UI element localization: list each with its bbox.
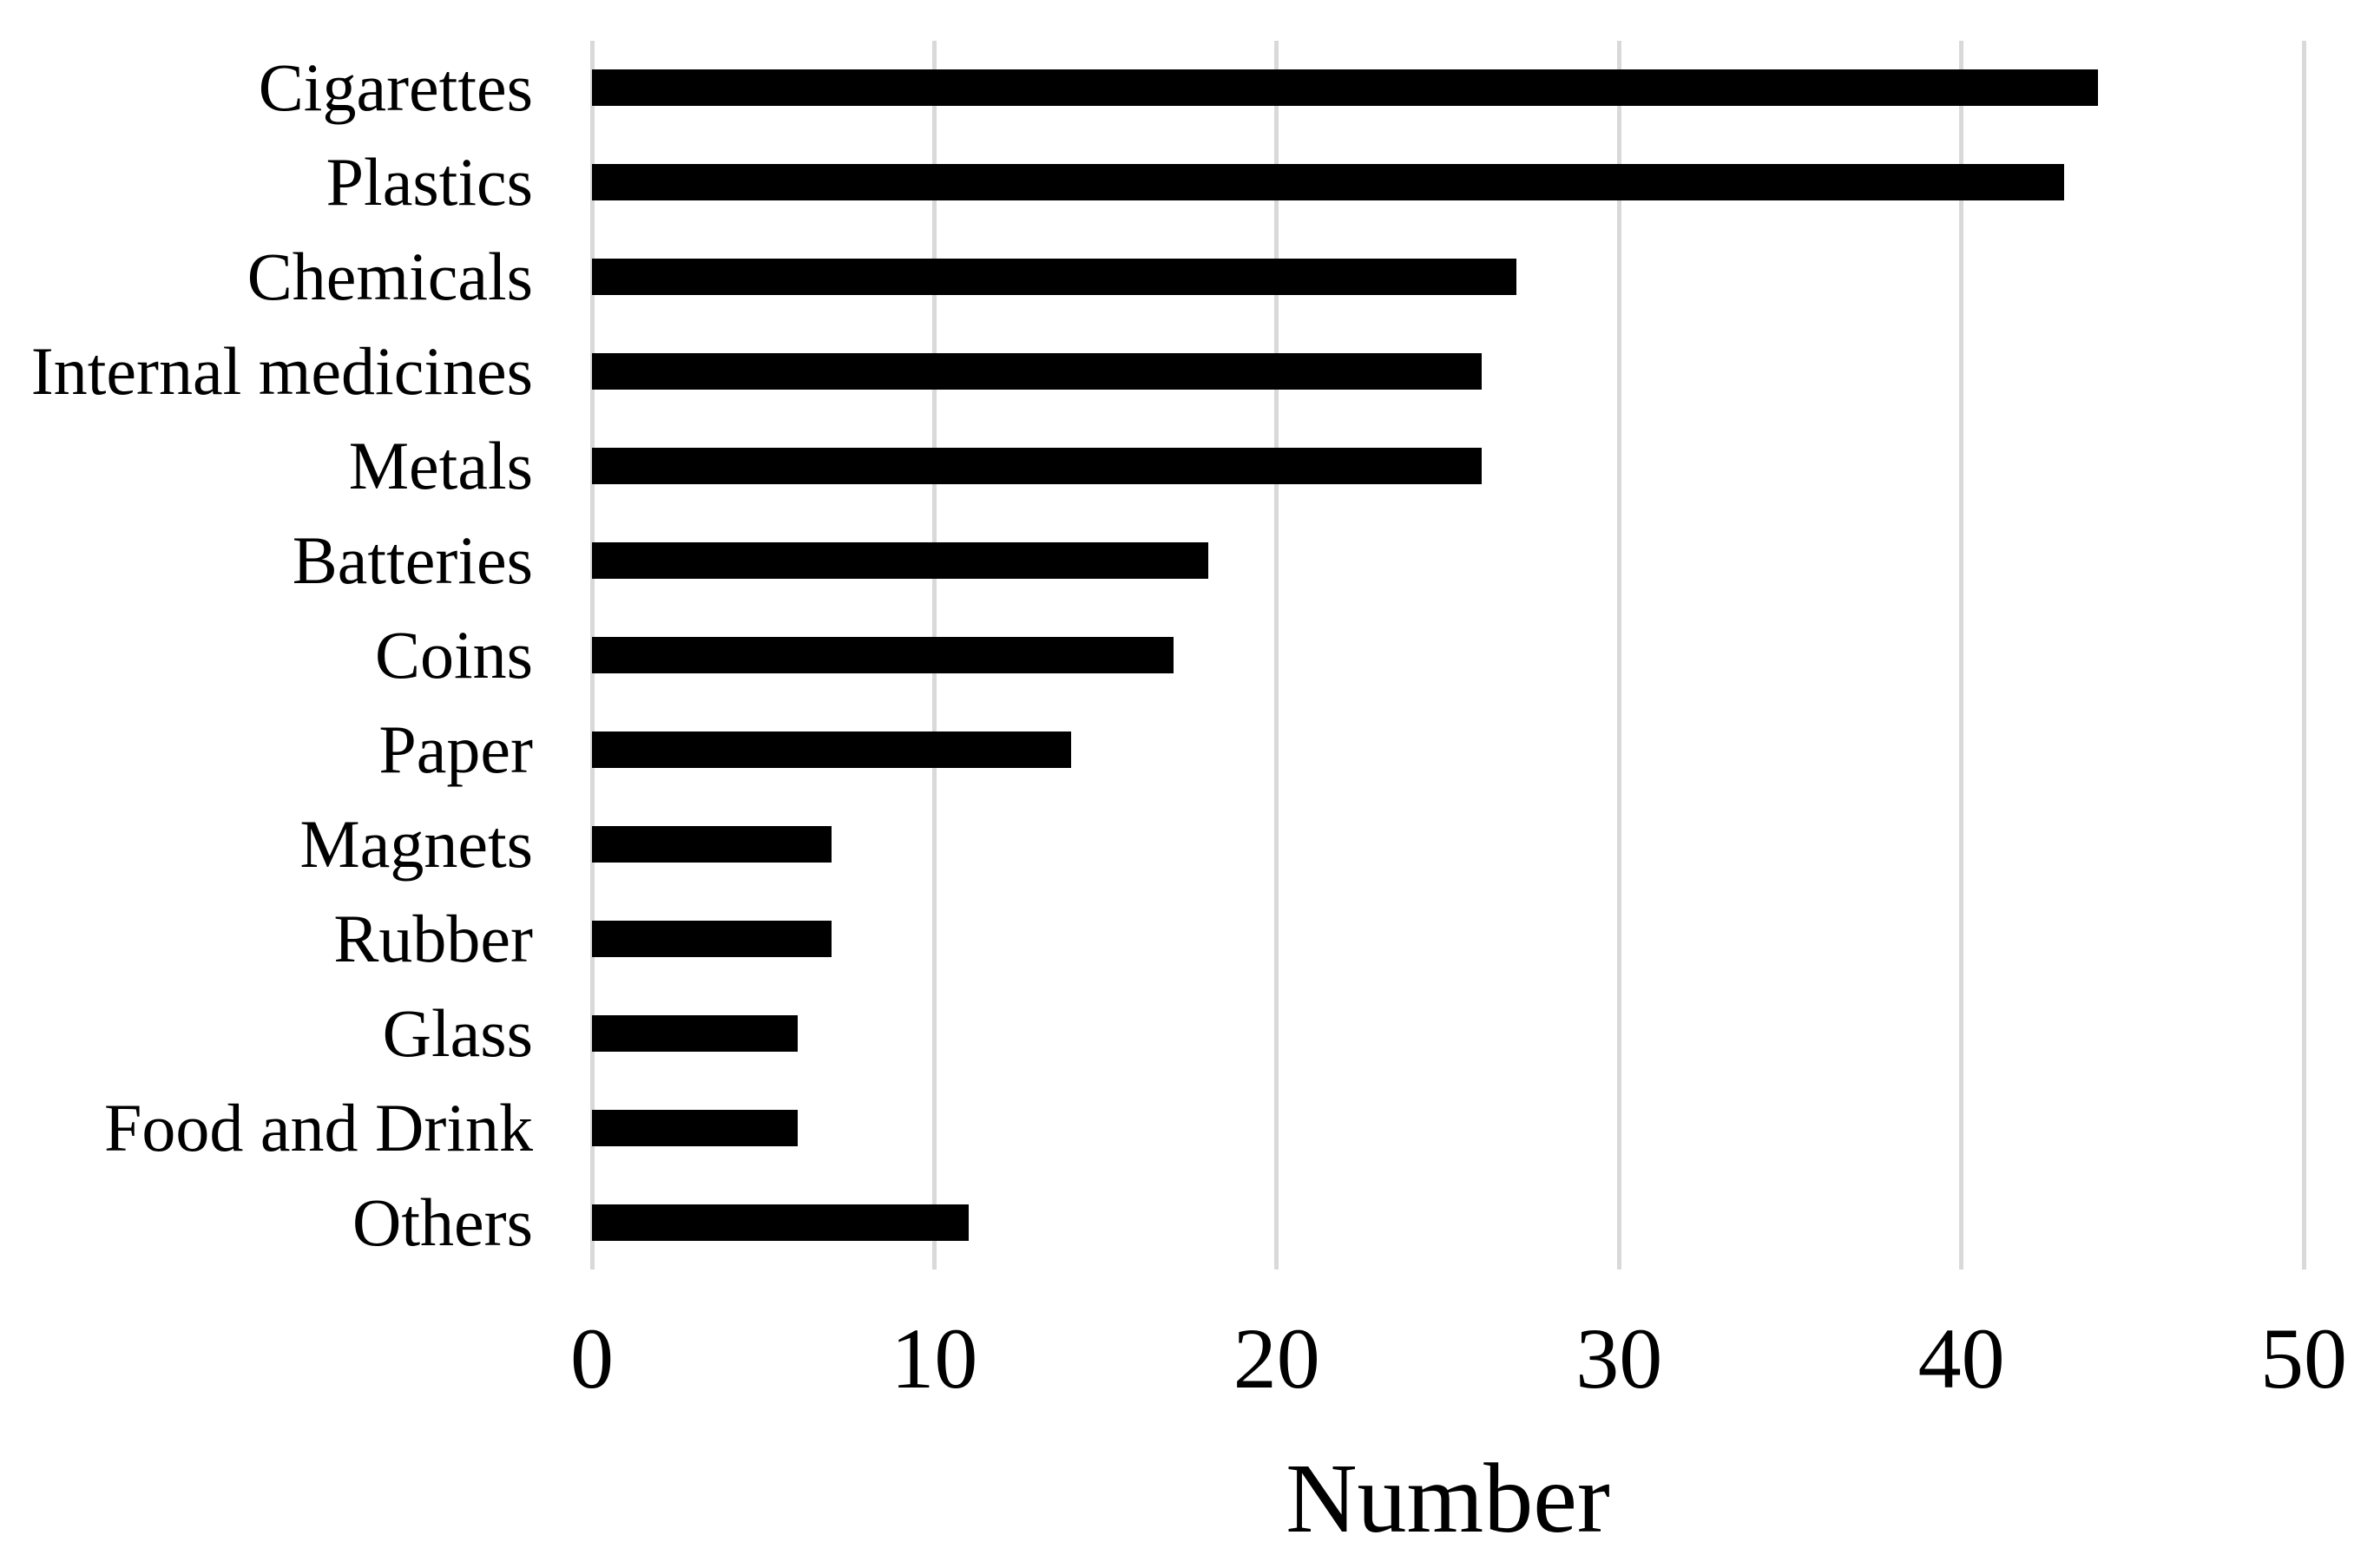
gridline-x-40 [1959, 41, 1964, 1269]
x-tick-label-40: 40 [1917, 1310, 2005, 1407]
bar-food-and-drink [592, 1109, 798, 1146]
category-label-others: Others [352, 1184, 533, 1260]
bar-glass [592, 1014, 798, 1052]
bar-cigarettes [592, 69, 2099, 107]
bar-magnets [592, 825, 832, 863]
x-tick-label-0: 0 [570, 1310, 614, 1407]
bar-batteries [592, 542, 1208, 580]
category-label-chemicals: Chemicals [247, 239, 533, 315]
category-label-coins: Coins [374, 616, 533, 692]
category-label-plastics: Plastics [326, 144, 533, 220]
gridline-x-50 [2301, 41, 2306, 1269]
bar-plastics [592, 164, 2064, 201]
bar-paper [592, 731, 1072, 768]
x-axis-title: Number [1286, 1443, 1610, 1553]
category-label-internal-medicines: Internal medicines [30, 333, 533, 410]
x-tick-label-20: 20 [1233, 1310, 1320, 1407]
bar-coins [592, 637, 1174, 673]
bar-rubber [592, 920, 832, 957]
bar-others [592, 1204, 969, 1241]
category-label-magnets: Magnets [299, 805, 533, 882]
x-tick-label-50: 50 [2260, 1310, 2347, 1407]
x-tick-label-10: 10 [891, 1310, 978, 1407]
gridline-x-30 [1616, 41, 1621, 1269]
category-label-batteries: Batteries [292, 522, 533, 599]
category-label-cigarettes: Cigarettes [258, 49, 533, 126]
category-label-metals: Metals [348, 428, 533, 504]
category-label-food-and-drink: Food and Drink [104, 1089, 533, 1165]
bar-metals [592, 448, 1483, 485]
category-label-paper: Paper [378, 711, 533, 787]
category-label-rubber: Rubber [333, 900, 533, 976]
category-label-glass: Glass [382, 994, 533, 1071]
x-tick-label-30: 30 [1575, 1310, 1663, 1407]
bar-internal-medicines [592, 353, 1483, 390]
gridline-x-20 [1274, 41, 1279, 1269]
bar-chemicals [592, 259, 1516, 296]
